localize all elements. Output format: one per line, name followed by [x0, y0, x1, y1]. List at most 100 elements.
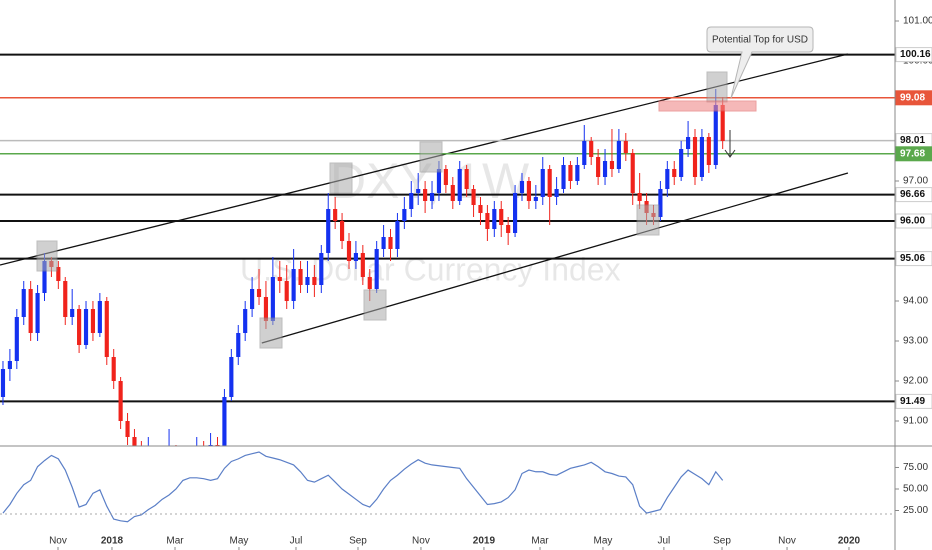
- candle-body: [346, 241, 352, 261]
- candle-body: [513, 193, 518, 233]
- candle-body: [596, 157, 601, 177]
- candle-body: [409, 193, 414, 209]
- candle-body: [0, 369, 6, 397]
- candle-body: [270, 277, 275, 321]
- x-tick-label: Jul: [657, 536, 670, 547]
- x-tick-label: Sep: [349, 536, 367, 547]
- candle-body: [519, 181, 525, 193]
- candle-body: [429, 193, 435, 201]
- highlight-box: [329, 162, 353, 194]
- candle-body: [111, 357, 116, 381]
- candle-body: [243, 309, 248, 333]
- candle-body: [492, 209, 497, 229]
- candle-body: [139, 453, 143, 477]
- level-label: 98.01: [900, 135, 925, 146]
- candle-body: [402, 209, 407, 221]
- x-tick-label: May: [230, 536, 249, 547]
- level-label: 91.49: [900, 396, 925, 407]
- level-label-box: [895, 213, 932, 229]
- candle-body: [436, 169, 442, 193]
- candle-body: [153, 469, 157, 481]
- x-tick-label: Sep: [713, 536, 731, 547]
- candle-body: [374, 249, 379, 289]
- candle-body: [416, 189, 421, 193]
- highlight-box: [419, 141, 443, 173]
- candle-body: [589, 141, 594, 157]
- level-label: 96.00: [900, 216, 925, 227]
- candle-body: [160, 473, 164, 481]
- candle-body: [195, 449, 199, 469]
- candle-body: [339, 221, 345, 241]
- callout: [706, 26, 814, 99]
- level-label-box: [895, 251, 932, 267]
- candle-body: [174, 461, 178, 465]
- candle-body: [699, 137, 705, 177]
- highlight-box: [36, 240, 58, 272]
- candle-body: [658, 189, 663, 217]
- candle-body: [167, 461, 171, 473]
- candle-body: [229, 357, 234, 397]
- candle-body: [706, 137, 711, 165]
- candle-body: [236, 333, 241, 357]
- candle-body: [222, 397, 227, 446]
- candle-body: [319, 253, 324, 285]
- candle-body: [277, 277, 282, 281]
- level-label-box: [895, 393, 932, 409]
- rsi-line: [2, 451, 724, 523]
- candle-body: [568, 165, 573, 181]
- candle-body: [575, 165, 580, 181]
- highlight-box: [363, 289, 387, 321]
- candle-body: [478, 205, 483, 213]
- candle-body: [188, 469, 192, 485]
- level-label: 95.06: [900, 253, 925, 264]
- candle-body: [326, 209, 331, 253]
- candle-body: [692, 137, 698, 177]
- candle-body: [485, 213, 490, 229]
- x-tick-label: Nov: [778, 536, 796, 547]
- rsi-pane: [2, 451, 724, 523]
- candle-body: [457, 169, 462, 201]
- x-tick-label: Jul: [290, 536, 303, 547]
- candle-body: [284, 281, 289, 301]
- candle-body: [582, 141, 587, 165]
- candle-body: [561, 165, 566, 189]
- candle-body: [83, 309, 89, 345]
- candle-body: [70, 309, 75, 317]
- candle-body: [554, 189, 559, 197]
- candle-body: [450, 185, 455, 201]
- x-tick-label: Nov: [412, 536, 430, 547]
- candle-body: [665, 169, 670, 189]
- level-label: 97.68: [900, 148, 925, 159]
- candle-body: [118, 381, 123, 421]
- candle-body: [104, 301, 109, 357]
- level-label: 100.16: [900, 49, 931, 60]
- highlight-box: [706, 71, 728, 103]
- rsi-tick-label: 75.00: [903, 462, 928, 473]
- candle-body: [63, 281, 68, 317]
- down-arrow: [724, 130, 736, 158]
- y-tick-label: 92.00: [903, 376, 928, 387]
- candle-body: [90, 309, 96, 333]
- candle-body: [388, 237, 393, 249]
- x-tick-label: 2020: [838, 536, 861, 547]
- candle-body: [353, 253, 358, 261]
- candle-body: [202, 449, 206, 457]
- candle-body: [381, 237, 386, 249]
- candle-body: [672, 169, 677, 177]
- level-label-box: [895, 47, 932, 63]
- level-label-box: [895, 187, 932, 203]
- candle-body: [423, 189, 428, 201]
- level-label-box: [895, 146, 932, 162]
- candle-body: [471, 189, 476, 205]
- candle-body: [250, 289, 255, 309]
- candle-body: [56, 267, 61, 281]
- level-label-box: [895, 90, 932, 106]
- candle-body: [616, 141, 621, 169]
- y-tick-label: 97.00: [903, 176, 928, 187]
- candle-body: [263, 297, 269, 321]
- candle-body: [686, 137, 691, 149]
- x-tick-label: Mar: [531, 536, 549, 547]
- candle-body: [28, 289, 33, 333]
- x-tick-label: 2018: [101, 536, 124, 547]
- rsi-tick-label: 25.00: [903, 505, 928, 516]
